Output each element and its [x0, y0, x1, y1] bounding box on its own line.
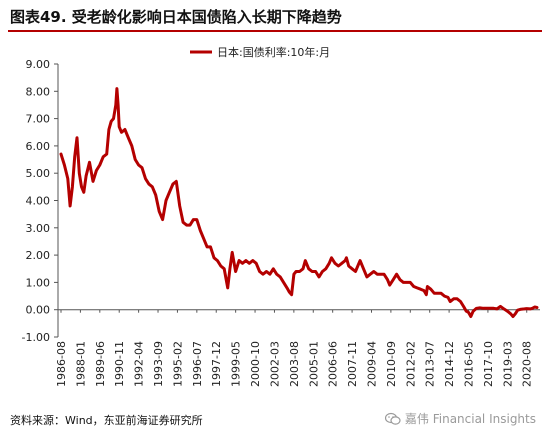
x-tick-label: 1999-05 — [230, 341, 243, 387]
x-tick-label: 2017-10 — [482, 341, 495, 387]
y-tick-label: 2.00 — [26, 249, 51, 262]
x-tick-label: 1989-06 — [94, 341, 107, 387]
y-tick-label: 6.00 — [26, 140, 51, 153]
y-tick-label: 8.00 — [26, 85, 51, 98]
watermark: 嘉伟 Financial Insights — [384, 410, 536, 427]
title-underline — [8, 30, 542, 32]
y-axis: -1.00 0.00 1.00 2.00 3.00 4.00 5.00 6.00 7.00 8.0… — [22, 58, 59, 344]
x-tick-label: 2019-03 — [501, 341, 514, 387]
figure-header: 图表49. 受老龄化影响日本国债陷入长期下降趋势 — [0, 0, 550, 32]
y-tick-label: 0.00 — [26, 304, 51, 317]
y-tick-label: 3.00 — [26, 222, 51, 235]
y-tick-label: 9.00 — [26, 58, 51, 71]
y-tick-label: -1.00 — [22, 331, 50, 344]
x-tick-label: 2013-07 — [424, 341, 437, 387]
x-tick-label: 2002-03 — [268, 341, 281, 387]
y-tick-label: 5.00 — [26, 167, 51, 180]
x-axis: 1986-08 1988-01 1989-06 1990-11 1992-04 1993-… — [55, 309, 540, 387]
x-tick-label: 2020-08 — [521, 341, 534, 387]
x-tick-label: 1996-07 — [191, 341, 204, 387]
x-tick-label: 1993-09 — [152, 341, 165, 387]
x-tick-label: 1997-12 — [210, 341, 223, 387]
y-tick-label: 1.00 — [26, 276, 51, 289]
series-layer — [59, 87, 539, 318]
x-tick-label: 2007-11 — [346, 341, 359, 387]
y-tick-label: 7.00 — [26, 113, 51, 126]
x-tick-label: 1990-11 — [113, 341, 126, 387]
figure-title: 图表49. 受老龄化影响日本国债陷入长期下降趋势 — [10, 8, 342, 26]
x-tick-label: 2006-06 — [327, 341, 340, 387]
x-tick-label: 1992-04 — [133, 341, 146, 387]
x-tick-label: 2014-12 — [443, 341, 456, 387]
watermark-text: 嘉伟 Financial Insights — [404, 412, 536, 426]
source-note: 资料来源：Wind，东亚前海证券研究所 — [10, 414, 203, 427]
x-tick-label: 2000-10 — [249, 341, 262, 387]
x-tick-label: 2003-08 — [288, 341, 301, 387]
wechat-icon — [384, 412, 401, 425]
chart-legend: 日本:国债利率:10年:月 — [190, 45, 330, 59]
x-tick-label: 2005-01 — [307, 341, 320, 387]
x-tick-label: 2016-05 — [463, 341, 476, 387]
series-line — [59, 87, 539, 318]
y-tick-label: 4.00 — [26, 195, 51, 208]
x-tick-label: 1995-02 — [171, 341, 184, 387]
line-chart: -1.00 0.00 1.00 2.00 3.00 4.00 5.00 6.00 7.00 8.0… — [22, 45, 540, 387]
x-tick-label: 1988-01 — [74, 341, 87, 387]
x-tick-label: 2010-09 — [385, 341, 398, 387]
x-tick-label: 2009-04 — [365, 341, 378, 387]
x-tick-label: 2012-02 — [404, 341, 417, 387]
legend-label: 日本:国债利率:10年:月 — [217, 45, 330, 59]
x-tick-label: 1986-08 — [55, 341, 68, 387]
